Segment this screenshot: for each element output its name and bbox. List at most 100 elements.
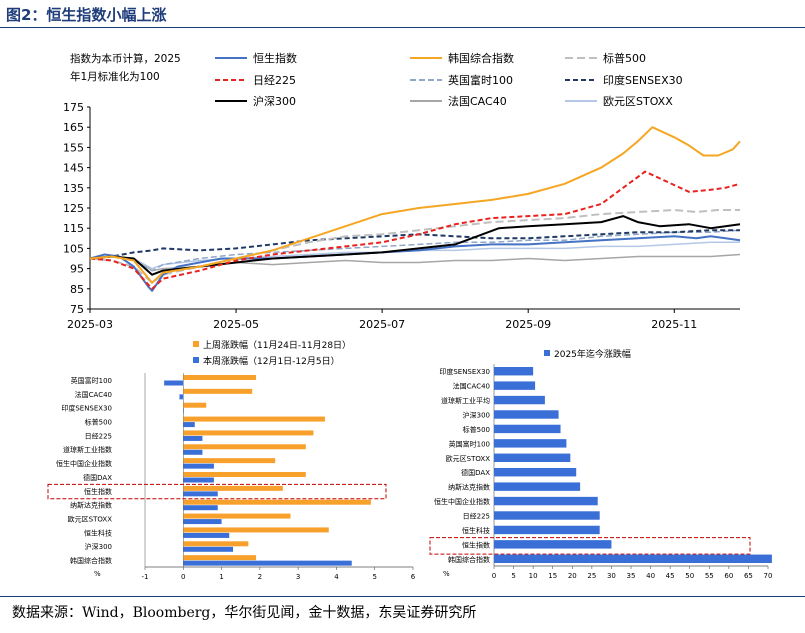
bar-ytd [494,453,571,462]
x-tick-label: 55 [705,572,714,580]
bar-ytd [494,540,612,549]
x-tick-label: 2025-09 [505,318,551,331]
x-tick-label: 5 [372,573,376,581]
series-line-kospi [89,126,741,284]
bar-this-week [183,491,218,497]
bar-this-week [183,408,184,414]
category-label: 德国DAX [461,468,490,477]
category-label: 德国DAX [83,473,112,482]
x-tick-label: 3 [296,573,300,581]
legend-label-ytd: 2025年迄今涨跌幅 [554,348,631,360]
bar-ytd [494,381,536,390]
bar-this-week [183,435,203,441]
x-tick-label: 5 [511,572,515,580]
category-label: 韩国综合指数 [70,556,112,565]
x-tick-label: 2025-11 [651,318,697,331]
x-tick-label: 15 [548,572,557,580]
x-tick-label: 0 [181,573,185,581]
category-label: 恒生指数 [462,540,490,549]
category-label: 法国CAC40 [75,390,112,399]
bar-this-week [183,477,214,483]
category-label: 恒生科技 [462,526,490,535]
category-label: 恒生中国企业指数 [434,497,490,506]
bar-last-week [183,555,257,561]
category-label: 标普500 [463,425,490,434]
legend-label-csi300: 沪深300 [253,94,296,108]
bar-ytd [494,367,534,376]
source-note: 数据来源：Wind，Bloomberg，华尔街见闻，金十数据，东吴证券研究所 [12,605,477,621]
x-tick-label: 50 [685,572,694,580]
category-label: 欧元区STOXX [446,454,491,463]
bar-ytd [494,468,577,477]
bar-last-week [183,375,257,380]
bar-ytd [494,439,567,448]
category-label: 沪深300 [85,542,112,551]
bar-ytd [494,395,545,405]
x-tick-label: -1 [142,573,149,581]
category-label: 纳斯达克指数 [70,501,112,510]
bar-this-week [183,505,218,511]
legend-label-ftse: 英国富时100 [448,73,513,87]
x-tick-label: 30 [607,572,616,580]
category-label: 日经225 [463,512,490,521]
x-tick-label: 25 [587,572,596,580]
bar-last-week [183,485,283,491]
x-tick-label: 70 [764,572,773,580]
series-line-nikkei [89,170,741,290]
x-tick-label: 60 [724,572,733,580]
y-tick-label: 95 [70,263,84,276]
category-label: 欧元区STOXX [68,515,113,524]
legend-label-nikkei: 日经225 [253,74,296,87]
x-tick-label: 45 [666,572,675,580]
bar-ytd [494,496,598,506]
bar-this-week [183,449,203,455]
legend-label-sensex: 印度SENSEX30 [603,73,683,87]
bar-last-week [183,541,249,547]
x-tick-label: 20 [568,572,577,580]
bar-last-week [183,402,207,408]
x-tick-label: 65 [744,572,753,580]
bar-last-week [183,416,325,422]
bar-this-week [179,394,184,400]
bar-this-week [164,380,184,386]
bar-this-week [183,519,222,525]
y-tick-label: 115 [63,222,84,235]
source-divider [0,596,805,597]
legend-label-sp500: 标普500 [603,51,646,65]
category-label: 纳斯达克指数 [448,483,490,492]
category-label: 英国富时100 [449,439,490,448]
x-tick-label: 2025-07 [359,318,405,331]
x-tick-label: 10 [529,572,538,580]
highlight-box [47,483,387,500]
series-line-sensex [89,229,740,260]
y-tick-label: 175 [63,101,84,114]
y-tick-label: 75 [70,303,84,316]
legend-label-weekly-0: 上周涨跌幅（11月24日-11月28日） [203,339,351,351]
legend-label-stoxx: 欧元区STOXX [603,95,673,108]
category-label: 法国CAC40 [453,382,490,391]
category-label: 印度SENSEX30 [61,404,112,413]
series-line-hsi [89,235,741,292]
bar-last-week [183,430,314,436]
x-tick-label: 2 [258,573,262,581]
legend-swatch-weekly-0 [193,341,199,347]
bar-ytd [494,424,561,434]
y-tick-label: 155 [63,141,84,154]
category-label: 恒生中国企业指数 [56,459,112,468]
bar-ytd [494,482,581,491]
bar-ytd [494,525,600,535]
category-label: 沪深300 [463,411,490,420]
weekly-bar-chart: 上周涨跌幅（11月24日-11月28日） 本周涨跌幅（12月1日-12月5日） 英国… [47,339,416,581]
line-chart-series [89,126,741,292]
line-chart-note-2: 年1月标准化为100 [70,70,160,83]
x-tick-label: 35 [627,572,636,580]
line-chart-legend: 恒生指数 韩国综合指数 标普500 日经225 英国富时100 印度SENSEX30 沪深3… [215,51,683,108]
y-tick-label: 85 [70,283,84,296]
series-line-ftse [89,229,741,272]
category-label: 日经225 [85,431,112,440]
legend-label-cac40: 法国CAC40 [448,94,507,108]
y-tick-label: 145 [63,162,84,175]
bar-this-week [183,546,234,552]
chart-canvas: 指数为本币计算，2025 年1月标准化为100 恒生指数 韩国综合指数 标普500日… [47,51,773,581]
